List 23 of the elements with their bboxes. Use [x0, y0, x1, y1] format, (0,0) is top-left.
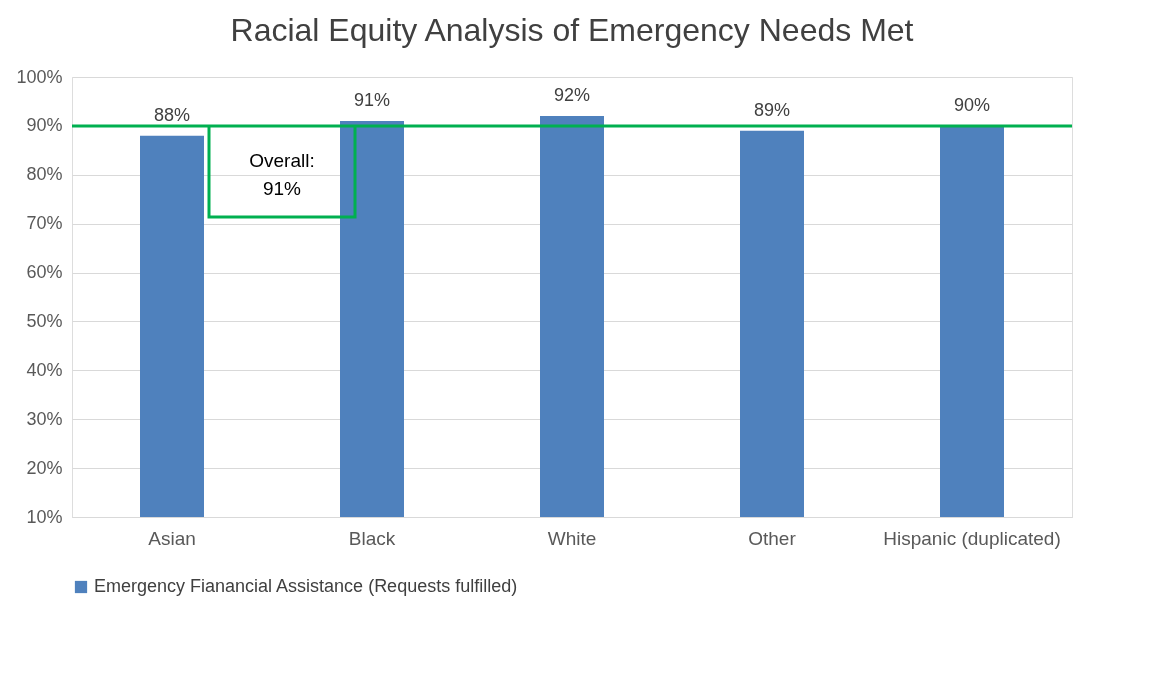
y-tick-label: 10% [26, 506, 63, 527]
y-tick-label: 20% [26, 457, 63, 478]
data-label: 92% [553, 85, 591, 106]
annotation: Overall: 91% [249, 150, 315, 199]
y-tick-label: 40% [26, 359, 63, 380]
x-tick-label: Hispanic (duplicated) [883, 527, 1061, 549]
y-tick-label: 80% [26, 164, 63, 185]
x-tick-label: White [547, 527, 597, 549]
chart-title: Racial Equity Analysis of Emergency Needs Met [230, 12, 914, 48]
y-tick-label: 30% [26, 408, 63, 429]
x-tick-label: Asian [148, 527, 196, 549]
x-tick-label: Other [748, 527, 797, 549]
data-label: 90% [953, 94, 991, 115]
data-label: 91% [353, 90, 391, 110]
y-tick-label: 70% [26, 213, 63, 234]
y-tick-label: 50% [26, 310, 63, 331]
y-tick-label: 100% [16, 66, 63, 87]
data-label: 89% [753, 99, 791, 120]
y-tick-label: 60% [26, 262, 63, 283]
y-tick-label: 90% [26, 115, 63, 136]
legend-label: Emergency Fianancial Assistance (Requests fulfilled) [94, 576, 518, 596]
data-label: 88% [153, 104, 191, 125]
x-tick-label: Black [348, 527, 396, 549]
